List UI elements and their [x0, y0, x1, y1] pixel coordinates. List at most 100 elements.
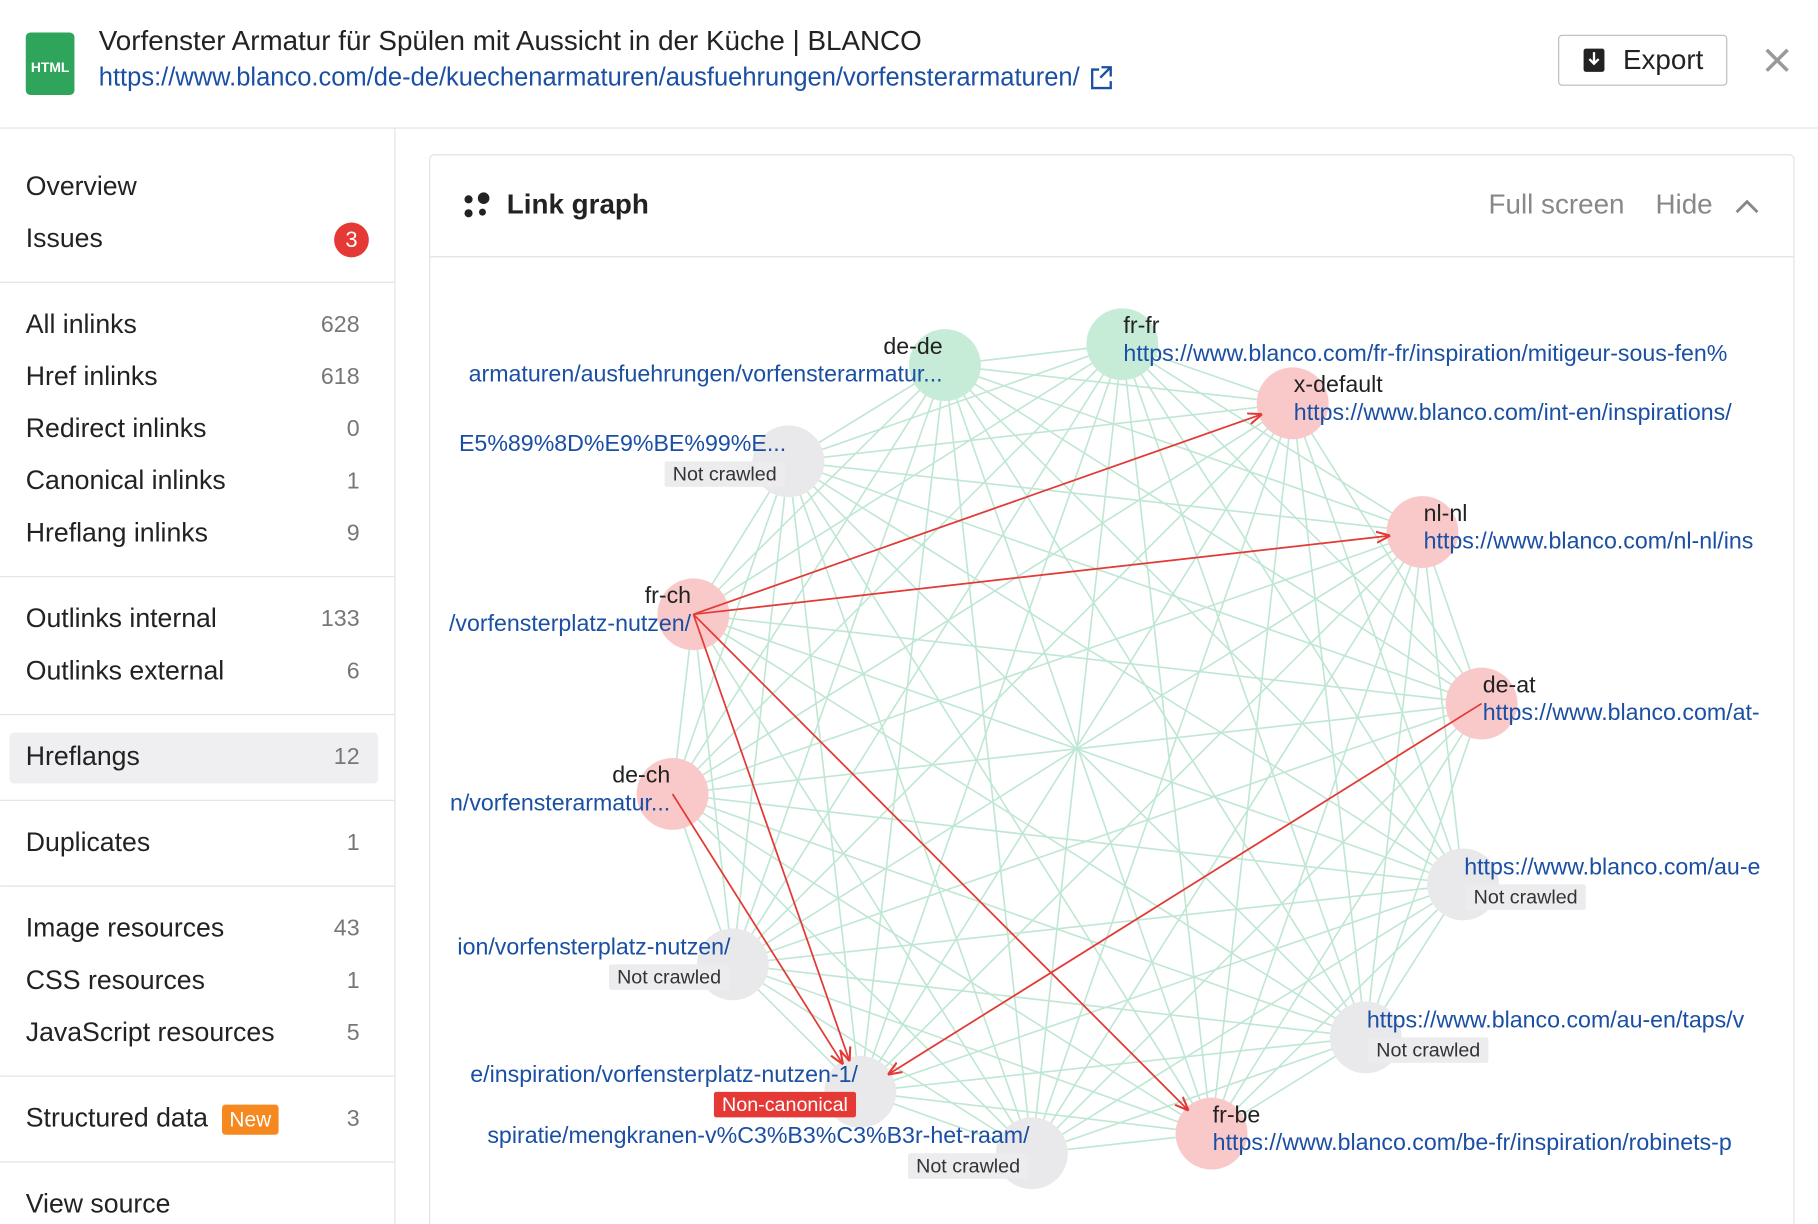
- nav-item[interactable]: Outlinks external: [26, 655, 224, 685]
- external-link-icon[interactable]: [1091, 66, 1112, 90]
- node-badge: [713, 1091, 857, 1118]
- graph-edge: [671, 793, 1033, 1154]
- graph-edge: [732, 963, 1033, 1154]
- node-url[interactable]: https://www.blanco.com/au-en/taps/v: [1367, 1006, 1745, 1032]
- graph-edge: [692, 613, 1033, 1154]
- graph-node[interactable]: [1386, 496, 1459, 568]
- graph-node[interactable]: [909, 329, 981, 402]
- graph-edge: [1364, 531, 1424, 1038]
- nav-count: 12: [334, 743, 360, 769]
- node-url[interactable]: spiratie/mengkranen-v%C3%B3%C3%B3r-het-r…: [487, 1122, 1030, 1148]
- graph-edge: [672, 531, 1423, 795]
- graph-edge: [787, 460, 1213, 1135]
- graph-edge: [672, 793, 1212, 1135]
- graph-edge: [732, 343, 1123, 965]
- nav-item[interactable]: Issues: [26, 223, 103, 253]
- nav-item[interactable]: Hreflangs: [26, 741, 140, 771]
- node-badge-label: Not crawled: [617, 966, 721, 988]
- nav-item[interactable]: Duplicates: [26, 827, 150, 857]
- hreflang-error-link: [693, 536, 1390, 616]
- hreflang-error-link: [671, 793, 843, 1064]
- nav-item[interactable]: Image resources: [26, 913, 224, 943]
- graph-edge: [672, 793, 1366, 1039]
- hreflang-error-link: [888, 702, 1483, 1075]
- node-url[interactable]: n/vorfensterarmatur...: [450, 790, 670, 816]
- nav-item[interactable]: Outlinks internal: [26, 603, 217, 633]
- node-url[interactable]: e/inspiration/vorfensterplatz-nutzen-1/: [470, 1061, 858, 1087]
- external-icon-box[interactable]: [1091, 68, 1112, 90]
- node-label: de-at: [1483, 671, 1536, 697]
- graph-edge: [859, 402, 1294, 1093]
- graph-edge: [787, 461, 1033, 1154]
- graph-edge: [692, 614, 734, 965]
- node-badge: [608, 964, 730, 990]
- graph-node[interactable]: [1256, 367, 1329, 440]
- nav-count: 618: [321, 363, 360, 389]
- node-badge-label: Not crawled: [916, 1155, 1020, 1177]
- nav-count: 1: [347, 829, 360, 855]
- new-tag-label: New: [229, 1108, 272, 1131]
- graph-edge: [1031, 1036, 1366, 1155]
- graph-edge: [944, 364, 1483, 705]
- full-screen-button[interactable]: Full screen: [1489, 189, 1625, 220]
- node-url[interactable]: https://www.blanco.com/nl-nl/ins: [1424, 528, 1754, 554]
- new-tag: [222, 1104, 279, 1135]
- hide-button[interactable]: Hide: [1655, 189, 1712, 220]
- node-url[interactable]: ion/vorfensterplatz-nutzen/: [457, 933, 731, 959]
- graph-edge: [859, 365, 946, 1092]
- nav-item[interactable]: Structured data: [26, 1103, 208, 1133]
- export-button[interactable]: Export: [1558, 34, 1728, 86]
- graph-edge: [1121, 343, 1423, 533]
- graph-edge: [1210, 703, 1483, 1135]
- node-url[interactable]: /vorfensterplatz-nutzen/: [449, 610, 692, 636]
- nav-item[interactable]: Canonical inlinks: [26, 465, 226, 495]
- graph-edge: [693, 613, 1464, 886]
- graph-edge: [692, 343, 1123, 616]
- graph-edge: [732, 963, 1366, 1039]
- nav-item[interactable]: Href inlinks: [26, 361, 158, 391]
- node-badge-label: Not crawled: [1376, 1039, 1480, 1061]
- nav-count: 3: [347, 1105, 360, 1131]
- nav-item[interactable]: All inlinks: [26, 309, 137, 339]
- nav-item[interactable]: CSS resources: [26, 965, 205, 995]
- node-url[interactable]: E5%89%8D%E9%BE%99%E...: [459, 430, 786, 456]
- graph-edge: [1291, 403, 1464, 885]
- hreflang-error-link: [692, 613, 1188, 1110]
- nav-count: 1: [347, 967, 360, 993]
- nav-item[interactable]: JavaScript resources: [26, 1017, 275, 1047]
- external-icon-arrow[interactable]: [1099, 66, 1112, 79]
- graph-edge: [788, 343, 1123, 463]
- node-badge-label: Not crawled: [1474, 886, 1578, 908]
- export-label[interactable]: Export: [1623, 44, 1704, 75]
- graph-edge: [944, 364, 1464, 885]
- graph-edge: [944, 364, 1367, 1038]
- nav-item[interactable]: View source: [26, 1189, 171, 1219]
- node-url[interactable]: https://www.blanco.com/au-e: [1464, 853, 1760, 879]
- graph-edge: [787, 461, 862, 1092]
- close-button[interactable]: [1765, 48, 1789, 72]
- node-url[interactable]: https://www.blanco.com/int-en/inspiratio…: [1294, 399, 1732, 425]
- nav-count: 5: [347, 1019, 360, 1045]
- graph-edge: [787, 460, 1367, 1038]
- panel-title: Link graph: [507, 189, 649, 220]
- graph-edge: [788, 402, 1293, 463]
- node-url[interactable]: https://www.blanco.com/fr-fr/inspiration…: [1123, 340, 1727, 366]
- node-url[interactable]: https://www.blanco.com/at-: [1483, 699, 1760, 725]
- page-url[interactable]: https://www.blanco.com/de-de/kuechenarma…: [99, 64, 1081, 92]
- nav-item[interactable]: Redirect inlinks: [26, 413, 207, 443]
- graph-edge: [1031, 883, 1464, 1154]
- collapse-icon[interactable]: [1735, 199, 1759, 214]
- node-label: fr-fr: [1123, 312, 1159, 338]
- graph-node[interactable]: [1086, 308, 1159, 381]
- graph-edge: [672, 402, 1294, 795]
- graph-node[interactable]: [1175, 1097, 1248, 1170]
- nav-item[interactable]: Overview: [26, 171, 138, 201]
- node-url[interactable]: https://www.blanco.com/be-fr/inspiration…: [1213, 1129, 1732, 1155]
- node-url[interactable]: armaturen/ausfuehrungen/vorfensterarmatu…: [469, 361, 943, 387]
- node-badge: [1465, 884, 1586, 910]
- nav-item[interactable]: Hreflang inlinks: [26, 517, 208, 547]
- graph-edge: [1121, 343, 1367, 1038]
- nav-count: 6: [347, 657, 360, 683]
- nav-count: 133: [321, 605, 360, 631]
